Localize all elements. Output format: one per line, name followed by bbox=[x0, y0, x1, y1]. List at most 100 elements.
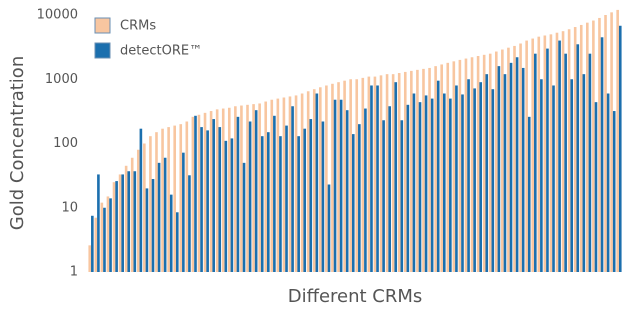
bar bbox=[573, 27, 577, 272]
bar bbox=[406, 104, 410, 272]
bar bbox=[100, 202, 104, 272]
bar bbox=[349, 79, 352, 272]
bar bbox=[455, 85, 458, 272]
bar bbox=[167, 127, 170, 272]
bar bbox=[600, 37, 604, 272]
bar bbox=[467, 79, 470, 272]
bar bbox=[127, 171, 131, 272]
bar bbox=[297, 136, 300, 272]
bar bbox=[276, 98, 280, 272]
bar bbox=[604, 15, 607, 272]
bar bbox=[212, 119, 216, 272]
bar bbox=[333, 99, 337, 272]
bar bbox=[570, 79, 574, 272]
bar bbox=[351, 134, 355, 272]
bar bbox=[594, 102, 598, 272]
bar bbox=[612, 111, 616, 272]
bar bbox=[391, 74, 395, 273]
bar bbox=[157, 162, 161, 272]
bar bbox=[227, 107, 231, 272]
bar bbox=[434, 66, 437, 273]
bar bbox=[173, 125, 176, 272]
bar bbox=[136, 149, 140, 272]
bar bbox=[264, 101, 268, 272]
legend-swatch bbox=[94, 17, 111, 34]
bar bbox=[461, 94, 464, 272]
bar bbox=[155, 132, 158, 272]
bar bbox=[586, 22, 589, 272]
bar bbox=[416, 69, 419, 273]
bar bbox=[200, 127, 203, 272]
bar bbox=[576, 44, 580, 273]
bar bbox=[224, 140, 228, 272]
bar bbox=[179, 124, 183, 273]
bar bbox=[567, 29, 571, 272]
bar bbox=[94, 217, 98, 272]
bar bbox=[191, 116, 195, 273]
bar bbox=[303, 128, 307, 272]
bar bbox=[215, 109, 219, 272]
bar bbox=[540, 79, 543, 272]
bar bbox=[367, 76, 371, 273]
bar bbox=[515, 57, 519, 272]
bar bbox=[273, 115, 276, 272]
y-tick-label: 10 bbox=[61, 200, 78, 215]
bar bbox=[412, 93, 416, 272]
bar bbox=[203, 112, 207, 272]
bar bbox=[194, 115, 197, 272]
bar bbox=[185, 121, 189, 272]
bar bbox=[497, 66, 501, 273]
bar bbox=[564, 53, 567, 272]
bar bbox=[446, 62, 450, 272]
bar bbox=[97, 174, 100, 272]
bar bbox=[182, 152, 185, 272]
bar bbox=[121, 174, 124, 272]
bar bbox=[91, 215, 94, 272]
bar bbox=[139, 128, 143, 272]
bar bbox=[394, 82, 398, 273]
bar bbox=[452, 61, 456, 272]
bar bbox=[440, 64, 443, 272]
legend-label: detectORE™ bbox=[120, 44, 202, 59]
bar bbox=[321, 121, 325, 272]
bar bbox=[385, 74, 389, 273]
bar bbox=[449, 98, 452, 272]
bar bbox=[294, 95, 298, 272]
bar bbox=[242, 162, 246, 272]
bar bbox=[260, 136, 264, 272]
bar bbox=[373, 76, 377, 273]
bar bbox=[598, 17, 601, 273]
bar bbox=[103, 207, 106, 272]
bar bbox=[491, 89, 495, 272]
bar bbox=[252, 104, 255, 273]
bar bbox=[206, 130, 209, 272]
bar bbox=[319, 87, 322, 272]
bar bbox=[549, 34, 553, 272]
bar bbox=[531, 38, 535, 272]
bar bbox=[588, 53, 592, 272]
bar bbox=[285, 125, 288, 272]
bar bbox=[503, 74, 507, 273]
bar bbox=[236, 116, 240, 273]
bar bbox=[343, 80, 346, 272]
bar bbox=[616, 9, 619, 273]
bar bbox=[109, 198, 112, 272]
bar bbox=[397, 73, 401, 272]
bar bbox=[388, 106, 391, 272]
bar bbox=[418, 102, 422, 272]
bar bbox=[442, 93, 446, 272]
bar bbox=[494, 51, 498, 272]
bar bbox=[509, 62, 513, 272]
bar bbox=[527, 116, 531, 273]
y-axis-label: Gold Concentration bbox=[7, 56, 28, 230]
bar bbox=[428, 67, 431, 273]
bar bbox=[403, 71, 407, 272]
bar bbox=[175, 212, 179, 272]
bar bbox=[579, 24, 583, 272]
y-tick-label: 1000 bbox=[45, 72, 78, 87]
bar bbox=[106, 196, 110, 272]
bar bbox=[312, 89, 316, 272]
bar bbox=[379, 75, 383, 273]
bar bbox=[345, 110, 349, 272]
